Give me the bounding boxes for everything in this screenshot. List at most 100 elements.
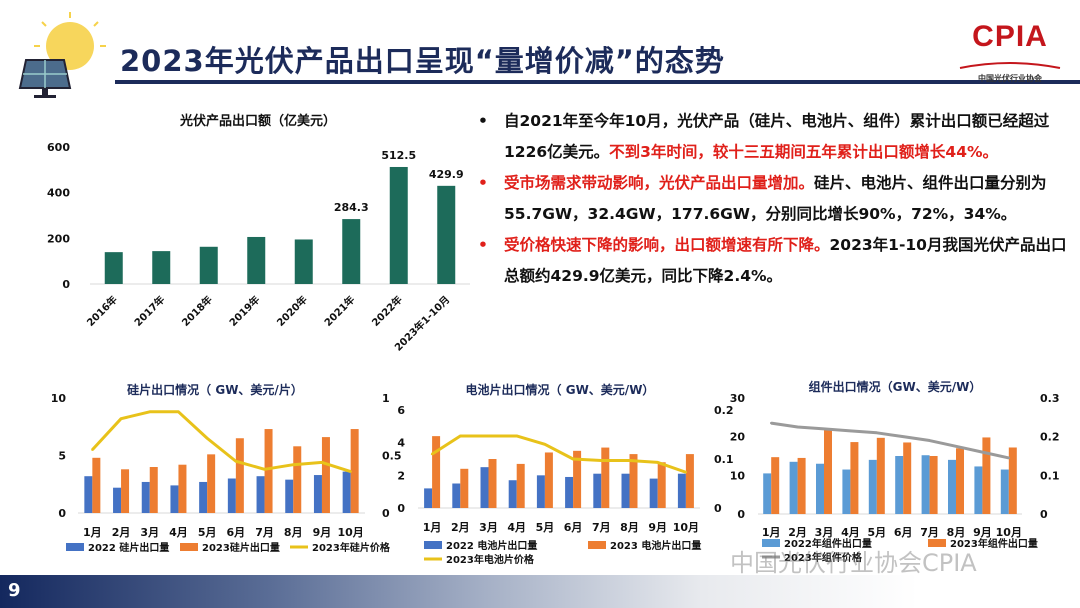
x-tick-label: 2021年: [321, 293, 357, 329]
bar-2023 电池片出口量-5月: [544, 452, 553, 508]
bar-2022 电池片出口量-5月: [536, 475, 545, 508]
bar-2022年组件出口量-7月: [921, 455, 930, 514]
bullet-item: • 受市场需求带动影响，光伏产品出口量增加。硅片、电池片、组件出口量分别为55.7…: [478, 168, 1068, 230]
line-series-2023年电池片价格: [431, 434, 687, 474]
bar-2023年组件出口量-6月: [903, 442, 912, 514]
bar-2023 电池片出口量-6月: [573, 450, 582, 508]
x-tick-label: 2020年: [274, 293, 310, 329]
bar-2022 硅片出口量-2月: [113, 487, 122, 513]
y2-tick-label: 0.2: [714, 404, 734, 417]
x-tick-label: 10月: [996, 526, 1022, 539]
bar-2022 电池片出口量-1月: [424, 488, 433, 508]
x-tick-label: 7月: [255, 526, 274, 539]
bullet-text: 硅片、电池片、组件出口量分别为55.7GW，32.4GW，177.6GW，分别同…: [504, 174, 1047, 223]
x-tick-label: 1月: [423, 521, 442, 534]
bar-2023硅片出口量-8月: [293, 446, 302, 513]
y-tick-label: 2: [397, 469, 405, 482]
bar-2023硅片出口量-9月: [321, 437, 330, 513]
x-tick-label: 2月: [112, 526, 131, 539]
bar-2022 电池片出口量-4月: [508, 480, 517, 508]
bar-2022年组件出口量-6月: [895, 456, 904, 514]
slide-title: 2023年光伏产品出口呈现“量增价减”的态势: [120, 44, 725, 78]
x-tick-label: 6月: [564, 521, 583, 534]
bar-2023硅片出口量-5月: [207, 454, 216, 513]
y2-tick-label: 0.1: [1040, 469, 1060, 482]
bar-2022 硅片出口量-3月: [141, 481, 150, 513]
bar-2023 电池片出口量-10月: [685, 454, 694, 508]
logo-text: CPIA: [972, 20, 1048, 53]
bar-2023硅片出口量-4月: [178, 464, 187, 513]
bar-2022 电池片出口量-3月: [480, 467, 489, 508]
bullet-text: 2023年1-10月我国光伏产品出口总额约429.9亿美元，同比下降2.4%。: [504, 236, 1067, 285]
y-tick-label: 10: [51, 392, 67, 405]
legend-swatch: [180, 543, 198, 551]
bar-2022 电池片出口量-6月: [565, 476, 574, 508]
bar-2023硅片出口量-7月: [264, 429, 273, 513]
bullet-dot-icon: •: [478, 174, 488, 192]
line-series-2023年硅片价格: [91, 410, 352, 474]
x-tick-label: 8月: [620, 521, 639, 534]
legend-label: 2022 硅片出口量: [88, 541, 169, 554]
chart-title: 光伏产品出口额（亿美元）: [179, 113, 336, 129]
line-series-2023年组件价格: [770, 421, 1010, 460]
x-tick-label: 1月: [83, 526, 102, 539]
bullet-dot-icon: •: [478, 236, 488, 254]
legend-label: 2023年组件价格: [784, 551, 863, 564]
y-tick-label: 600: [47, 141, 70, 154]
line-point-7月: [263, 468, 266, 471]
bar-2023 电池片出口量-4月: [516, 463, 525, 508]
y2-tick-label: 0.3: [1040, 392, 1060, 405]
x-tick-label: 1月: [762, 526, 781, 539]
y-tick-label: 20: [730, 431, 746, 444]
footer-bar: [0, 575, 1080, 608]
chart-title: 电池片出口情况（ GW、美元/W）: [466, 382, 655, 397]
x-tick-label: 9月: [648, 521, 667, 534]
legend-label: 2022年组件出口量: [784, 537, 872, 550]
bar-2022 硅片出口量-5月: [199, 481, 208, 513]
y-tick-label: 30: [730, 392, 746, 405]
x-tick-label: 2019年: [226, 293, 262, 329]
data-label: 429.9: [429, 168, 464, 181]
legend-label: 2023 电池片出口量: [610, 539, 701, 552]
line-point-8月: [292, 463, 295, 466]
bullet-list: • 自2021年至今年10月，光伏产品（硅片、电池片、组件）累计出口额已经超过12…: [478, 106, 1068, 292]
y-tick-label: 0: [737, 508, 745, 521]
x-tick-label: 3月: [479, 521, 498, 534]
bar-2022 硅片出口量-4月: [170, 485, 179, 513]
legend-swatch: [66, 543, 84, 551]
line-point-4月: [515, 434, 518, 438]
bar-2022 硅片出口量-6月: [227, 478, 236, 513]
line-point-1月: [91, 448, 94, 451]
legend-label: 2023硅片出口量: [202, 541, 280, 554]
line-point-1月: [430, 452, 434, 456]
watermark-text: 中国光伏行业协会CPIA: [730, 549, 977, 577]
line-point-7月: [928, 439, 931, 442]
bar-2022 硅片出口量-9月: [313, 475, 322, 513]
legend-label: 2023年硅片价格: [312, 541, 391, 554]
line-point-1月: [770, 421, 773, 425]
line-point-2月: [459, 434, 462, 438]
chart-title: 硅片出口情况（ GW、美元/片）: [127, 382, 303, 397]
x-tick-label: 4月: [169, 526, 188, 539]
x-tick-label: 10月: [673, 521, 699, 534]
y2-tick-label: 0: [382, 507, 390, 520]
line-point-8月: [628, 459, 631, 462]
x-tick-label: 4月: [507, 521, 526, 534]
line-point-10月: [684, 471, 688, 474]
x-tick-label: 3月: [815, 526, 834, 539]
solar-panel-icon: [18, 12, 106, 98]
x-tick-label: 9月: [973, 526, 992, 539]
bar-2016年: [104, 252, 123, 284]
line-point-2月: [119, 417, 123, 420]
line-point-5月: [205, 437, 209, 440]
line-point-6月: [234, 460, 238, 463]
bar-2023硅片出口量-1月: [92, 457, 101, 513]
x-tick-label: 7月: [592, 521, 611, 534]
bar-2023年组件出口量-5月: [876, 437, 885, 514]
y-tick-label: 400: [47, 187, 70, 200]
title-divider: [115, 80, 1080, 84]
bar-2023年组件出口量-7月: [929, 456, 938, 514]
bar-2023年组件出口量-9月: [982, 437, 991, 514]
line-point-8月: [954, 445, 958, 448]
x-tick-label: 5月: [867, 526, 886, 539]
